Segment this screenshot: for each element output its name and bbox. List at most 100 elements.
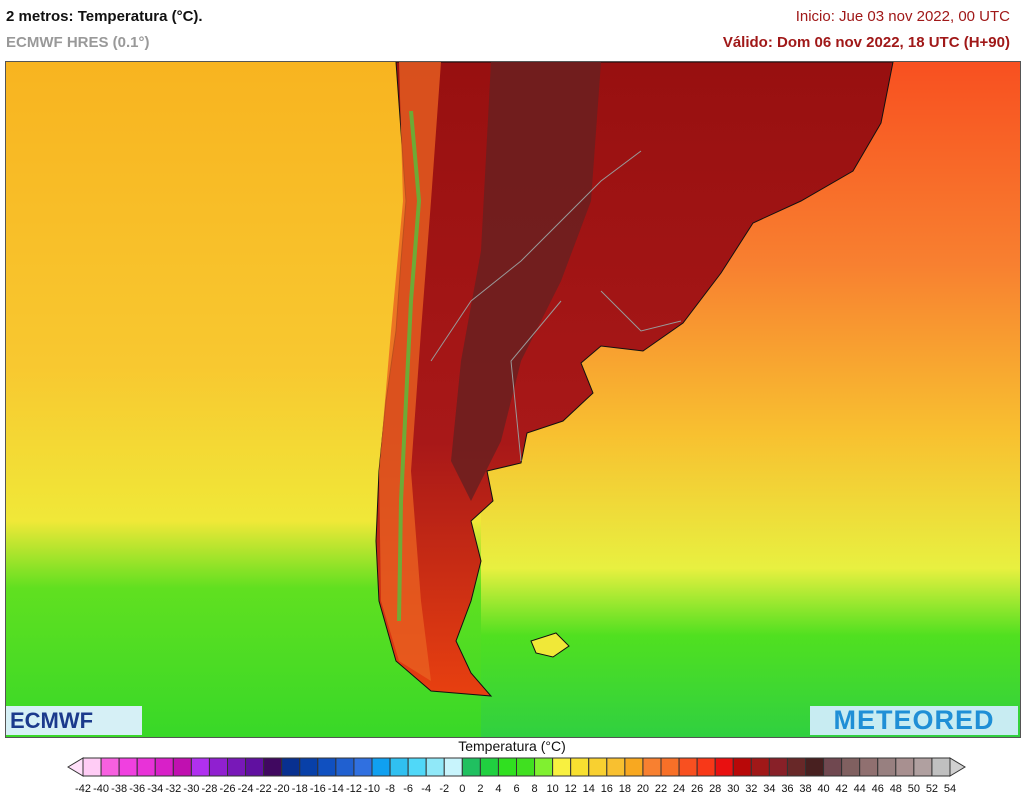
color-legend — [67, 757, 966, 777]
legend-tick-label: -6 — [403, 783, 414, 795]
legend-swatch — [750, 757, 770, 777]
legend-swatch — [136, 757, 156, 777]
legend-under-arrow — [67, 757, 84, 777]
legend-tick-label: 34 — [763, 783, 776, 795]
legend-swatch — [443, 757, 463, 777]
legend-title: Temperatura (°C) — [458, 738, 566, 754]
legend-tick-label: -30 — [183, 783, 200, 795]
legend-swatch — [895, 757, 915, 777]
legend-swatch — [516, 757, 536, 777]
legend-tick-label: 50 — [907, 783, 920, 795]
legend-tick-label: -26 — [219, 783, 236, 795]
meteored-logo-text: METEORED — [833, 705, 995, 735]
legend-swatch — [732, 757, 752, 777]
legend-swatch — [931, 757, 951, 777]
andes-terrain — [379, 62, 441, 681]
legend-tick-label: 52 — [925, 783, 939, 795]
ecmwf-logo: ECMWF — [6, 706, 142, 735]
legend-tick-label: -2 — [439, 783, 450, 795]
legend-tick-label: 18 — [618, 783, 631, 795]
legend-swatch — [118, 757, 138, 777]
country-borders — [430, 150, 682, 462]
legend-tick-label: -38 — [111, 783, 128, 795]
legend-swatch — [371, 757, 391, 777]
legend-swatch — [714, 757, 734, 777]
temperature-map[interactable] — [5, 61, 1021, 738]
legend-tick-label: -20 — [273, 783, 290, 795]
legend-swatch — [281, 757, 301, 777]
legend-swatch — [786, 757, 806, 777]
legend-swatch — [299, 757, 319, 777]
legend-tick-label: -36 — [129, 783, 146, 795]
legend-tick-label: 6 — [513, 783, 520, 795]
valid-time: Válido: Dom 06 nov 2022, 18 UTC (H+90) — [722, 34, 1010, 51]
legend-swatch — [497, 757, 517, 777]
legend-swatch — [768, 757, 788, 777]
legend-tick-label: 46 — [871, 783, 884, 795]
legend-tick-label: -10 — [364, 783, 380, 795]
legend-tick-label: 42 — [835, 783, 848, 795]
ecmwf-logo-text: ECMWF — [10, 707, 94, 733]
legend-swatch — [606, 757, 626, 777]
init-time: Inicio: Jue 03 nov 2022, 00 UTC — [795, 8, 1010, 25]
legend-tick-label: 44 — [853, 783, 866, 795]
legend-swatch — [353, 757, 373, 777]
legend-tick-label: 38 — [799, 783, 812, 795]
legend-tick-label: 54 — [943, 783, 957, 795]
legend-swatch — [877, 757, 897, 777]
legend-tick-label: -40 — [93, 783, 110, 795]
legend-swatch — [823, 757, 843, 777]
legend-swatch — [208, 757, 228, 777]
legend-swatch — [389, 757, 409, 777]
legend-swatch — [461, 757, 481, 777]
legend-swatch — [263, 757, 283, 777]
legend-tick-label: 0 — [459, 783, 466, 795]
legend-swatch — [660, 757, 680, 777]
legend-swatch — [82, 757, 102, 777]
legend-tick-label: -16 — [309, 783, 326, 795]
legend-swatch — [624, 757, 644, 777]
legend-tick-label: 40 — [817, 783, 830, 795]
legend-swatch — [588, 757, 608, 777]
legend-tick-label: 36 — [781, 783, 794, 795]
legend-swatch — [552, 757, 572, 777]
meteored-logo: METEORED — [810, 705, 1018, 735]
legend-tick-label: 22 — [654, 783, 668, 795]
legend-tick-label: 20 — [636, 783, 650, 795]
legend-swatch — [227, 757, 247, 777]
legend-tick-label: -42 — [75, 783, 91, 795]
legend-tick-label: -18 — [291, 783, 308, 795]
legend-tick-label: 12 — [564, 783, 577, 795]
legend-swatch — [805, 757, 825, 777]
legend-tick-label: -22 — [255, 783, 272, 795]
legend-tick-label: 16 — [600, 783, 613, 795]
legend-swatch — [841, 757, 861, 777]
legend-swatch — [859, 757, 879, 777]
legend-tick-label: 48 — [889, 783, 902, 795]
legend-swatch — [245, 757, 265, 777]
legend-tick-label: 2 — [477, 783, 484, 795]
legend-swatch — [642, 757, 662, 777]
legend-tick-label: 28 — [709, 783, 722, 795]
legend-tick-label: -32 — [165, 783, 182, 795]
model-name: ECMWF HRES (0.1°) — [6, 34, 150, 51]
legend-tick-label: 32 — [745, 783, 758, 795]
legend-tick-label: -28 — [201, 783, 218, 795]
legend-over-arrow — [949, 757, 966, 777]
legend-swatch — [154, 757, 174, 777]
map-title: 2 metros: Temperatura (°C). — [6, 8, 203, 25]
legend-tick-label: -8 — [385, 783, 395, 795]
legend-tick-label: -14 — [327, 783, 344, 795]
legend-tick-label: -12 — [345, 783, 362, 795]
legend-swatch — [678, 757, 698, 777]
legend-tick-label: 14 — [582, 783, 595, 795]
legend-swatch — [172, 757, 192, 777]
legend-swatch — [570, 757, 590, 777]
legend-swatch — [335, 757, 355, 777]
legend-tick-label: 26 — [691, 783, 704, 795]
legend-tick-label: 8 — [531, 783, 538, 795]
legend-tick-label: 24 — [672, 783, 686, 795]
hot-interior — [451, 62, 601, 501]
legend-swatch — [317, 757, 337, 777]
legend-tick-label: -34 — [147, 783, 164, 795]
